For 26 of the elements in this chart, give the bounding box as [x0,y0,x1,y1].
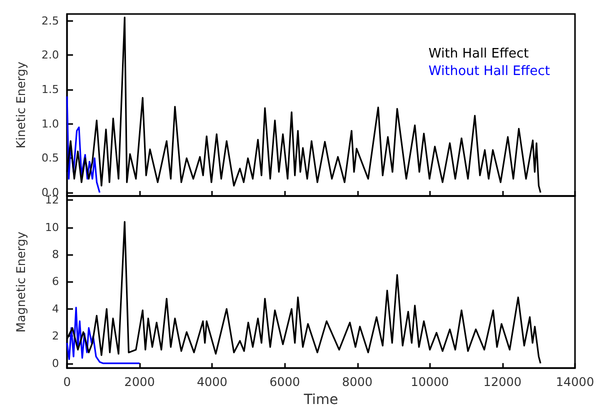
y-tick-label: 0.5 [42,152,59,165]
y-tick-label: 0 [52,356,59,370]
x-tick-label: 0 [63,375,71,390]
y-tick-label: 2 [52,330,59,343]
y-axis-title: Magnetic Energy [14,232,28,332]
x-tick-label: 6000 [269,375,300,390]
y-tick-label: 1.5 [42,83,59,96]
y-tick-label: 1.0 [42,117,59,130]
x-tick-label: 2000 [124,375,155,390]
line-series [66,96,100,194]
x-tick-label: 8000 [342,375,373,390]
text: With Hall Effect [428,46,529,62]
text: Without Hall Effect [428,64,550,79]
x-axis-title: Time [302,392,338,408]
y-tick-label: 2.0 [42,48,59,62]
x-tick-label: 14000 [556,375,594,390]
y-tick-label: 4 [52,302,59,316]
y-tick-label: 2.5 [42,14,59,28]
line-series [66,306,140,364]
y-axis-title: Kinetic Energy [14,62,28,148]
x-tick-label: 4000 [196,375,228,390]
y-tick-label: 6 [52,275,59,288]
y-tick-label: 10 [45,220,59,234]
x-tick-label: 10000 [410,375,449,390]
x-tick-label: 12000 [483,375,522,390]
y-tick-label: 8 [52,248,59,261]
